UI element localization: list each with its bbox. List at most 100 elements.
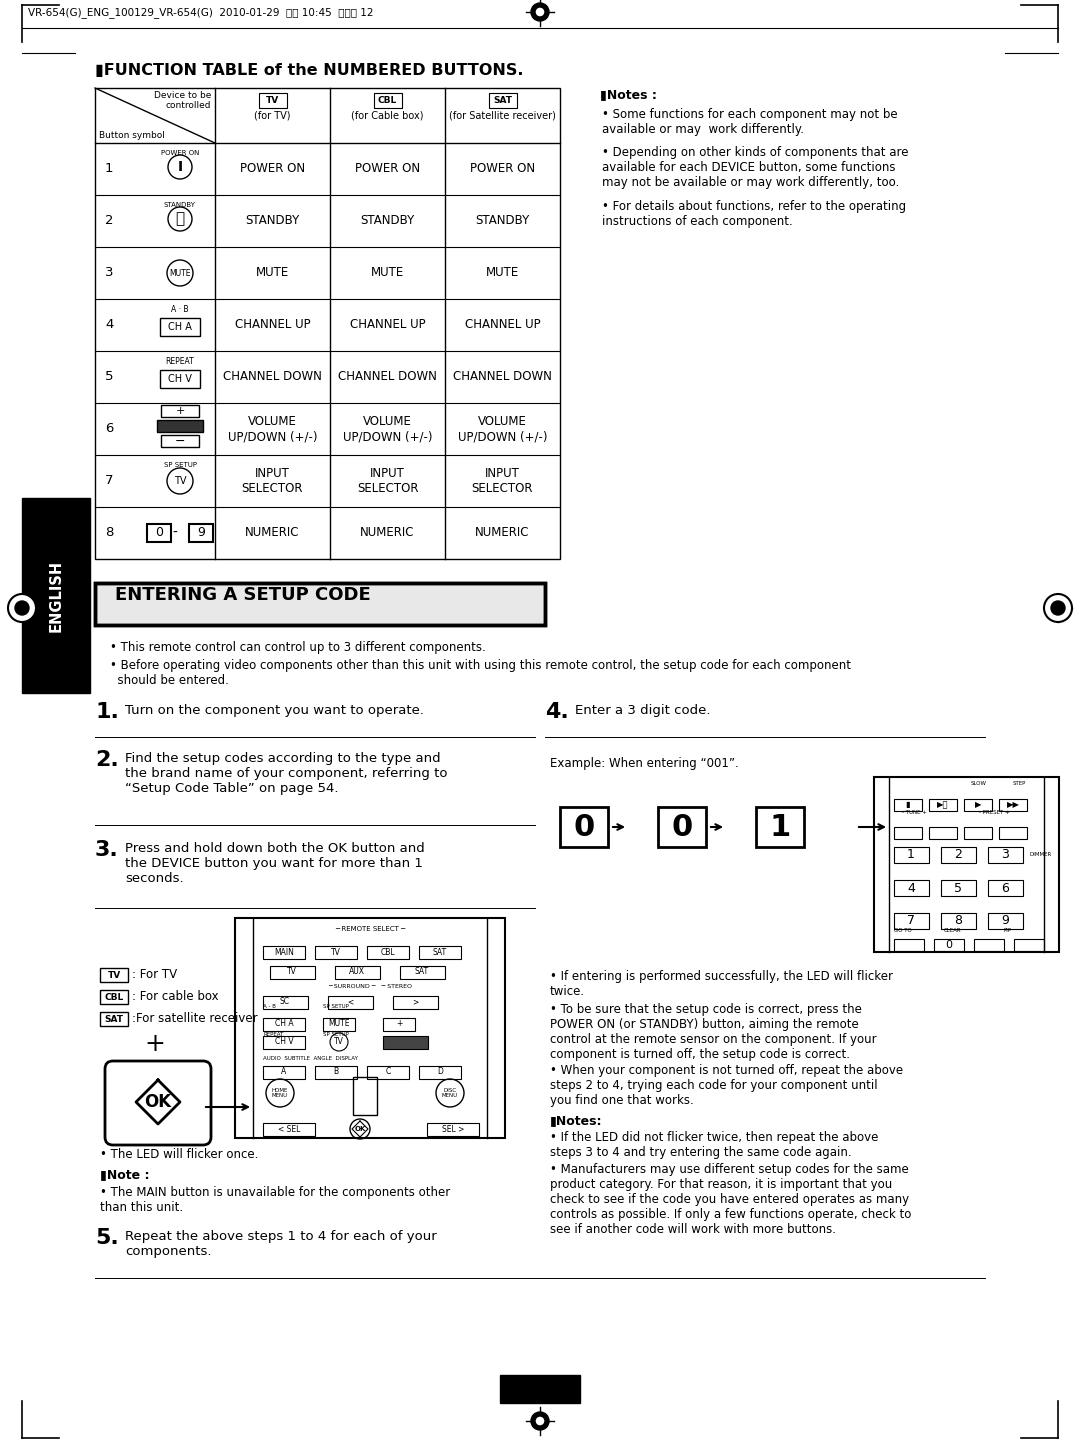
Bar <box>270 965 315 978</box>
Text: Button symbol: Button symbol <box>99 131 165 140</box>
Text: 1: 1 <box>907 848 915 861</box>
Text: • The LED will flicker once.: • The LED will flicker once. <box>100 1149 258 1162</box>
Bar <box>100 1012 129 1026</box>
Text: ▮: ▮ <box>906 801 910 810</box>
Text: CLEAR: CLEAR <box>944 928 961 932</box>
Text: 1: 1 <box>105 163 113 176</box>
Text: ▮FUNCTION TABLE of the NUMBERED BUTTONS.: ▮FUNCTION TABLE of the NUMBERED BUTTONS. <box>95 63 524 78</box>
Text: 6: 6 <box>1001 882 1009 895</box>
Text: SAT: SAT <box>433 948 447 957</box>
Text: ─ REMOTE SELECT ─: ─ REMOTE SELECT ─ <box>335 926 405 932</box>
Bar <box>874 776 1059 952</box>
Text: TV: TV <box>332 948 341 957</box>
Text: CHANNEL UP: CHANNEL UP <box>464 319 540 332</box>
Text: SC: SC <box>280 997 291 1007</box>
Text: D: D <box>437 1068 443 1076</box>
Text: +: + <box>395 1020 402 1029</box>
Text: STANDBY: STANDBY <box>361 215 415 228</box>
Text: POWER ON: POWER ON <box>355 163 420 176</box>
Bar <box>894 913 929 929</box>
Bar <box>427 1123 480 1136</box>
Bar <box>941 913 976 929</box>
Bar <box>658 807 706 847</box>
Text: 5.: 5. <box>95 1228 119 1248</box>
Text: STANDBY: STANDBY <box>245 215 299 228</box>
Text: : For cable box: : For cable box <box>132 990 218 1003</box>
Bar <box>756 807 804 847</box>
Bar <box>561 807 608 847</box>
Text: 0: 0 <box>156 527 163 540</box>
Text: CBL: CBL <box>105 993 123 1001</box>
Text: REPEAT: REPEAT <box>264 1032 283 1036</box>
Text: :For satellite receiver: :For satellite receiver <box>132 1013 258 1026</box>
Text: OK: OK <box>145 1092 172 1111</box>
Text: • Depending on other kinds of components that are
available for each DEVICE butt: • Depending on other kinds of components… <box>602 146 908 189</box>
Bar <box>999 799 1027 811</box>
Text: INPUT
SELECTOR: INPUT SELECTOR <box>356 468 418 495</box>
Bar <box>315 947 357 960</box>
Text: STEP: STEP <box>1012 781 1026 786</box>
Bar <box>147 524 171 543</box>
Text: DIMMER: DIMMER <box>1030 853 1052 857</box>
Text: CHANNEL DOWN: CHANNEL DOWN <box>454 371 552 384</box>
Text: +: + <box>175 405 185 416</box>
Text: DISC
MENU: DISC MENU <box>442 1088 458 1098</box>
Text: ▶▶: ▶▶ <box>1007 801 1020 810</box>
Text: GO TO: GO TO <box>894 928 912 932</box>
Bar <box>941 847 976 863</box>
Circle shape <box>15 600 29 615</box>
Bar <box>988 913 1023 929</box>
Text: MUTE: MUTE <box>486 267 519 280</box>
Text: <: < <box>347 997 353 1007</box>
Bar <box>264 1123 315 1136</box>
Text: STANDBY: STANDBY <box>475 215 529 228</box>
Bar <box>894 799 922 811</box>
Text: NUMERIC: NUMERIC <box>361 527 415 540</box>
Text: I: I <box>177 160 183 175</box>
Text: 8: 8 <box>105 527 113 540</box>
Text: SP SETUP: SP SETUP <box>323 1032 349 1036</box>
Text: Enter a 3 digit code.: Enter a 3 digit code. <box>575 704 711 717</box>
Text: POWER ON: POWER ON <box>161 150 199 156</box>
Bar <box>22 498 90 693</box>
Text: ▶⏸: ▶⏸ <box>937 801 948 810</box>
Text: ⏻: ⏻ <box>175 212 185 227</box>
Text: TV: TV <box>287 967 297 977</box>
Text: VOLUME
UP/DOWN (+/-): VOLUME UP/DOWN (+/-) <box>458 416 548 443</box>
Text: A: A <box>282 1068 286 1076</box>
Text: SP SETUP: SP SETUP <box>163 462 197 468</box>
Text: 6: 6 <box>105 423 113 436</box>
Bar <box>100 990 129 1004</box>
Text: A · B: A · B <box>172 306 189 315</box>
Text: INPUT
SELECTOR: INPUT SELECTOR <box>242 468 303 495</box>
Text: 2: 2 <box>105 215 113 228</box>
Circle shape <box>531 1413 549 1430</box>
Bar <box>383 1017 415 1030</box>
Text: SP SETUP: SP SETUP <box>323 1004 349 1010</box>
Bar <box>160 317 200 336</box>
Text: 1.: 1. <box>95 701 119 722</box>
Text: VOLUME
UP/DOWN (+/-): VOLUME UP/DOWN (+/-) <box>228 416 318 443</box>
Bar <box>1014 939 1044 951</box>
Bar <box>999 827 1027 838</box>
Text: 0: 0 <box>945 939 953 949</box>
Text: VOLUME
UP/DOWN (+/-): VOLUME UP/DOWN (+/-) <box>342 416 432 443</box>
Text: • If the LED did not flicker twice, then repeat the above
steps 3 to 4 and try e: • If the LED did not flicker twice, then… <box>550 1131 878 1159</box>
Text: CH A: CH A <box>168 322 192 332</box>
Bar <box>264 1017 305 1030</box>
Text: (for Cable box): (for Cable box) <box>351 111 423 121</box>
Text: : For TV: : For TV <box>132 968 177 981</box>
Text: (for Satellite receiver): (for Satellite receiver) <box>449 111 556 121</box>
Text: Turn on the component you want to operate.: Turn on the component you want to operat… <box>125 704 424 717</box>
Text: 2.: 2. <box>95 750 119 771</box>
Text: Repeat the above steps 1 to 4 for each of your
components.: Repeat the above steps 1 to 4 for each o… <box>125 1229 436 1258</box>
Text: ▶: ▶ <box>975 801 982 810</box>
Circle shape <box>535 7 545 17</box>
Text: ▮Notes:: ▮Notes: <box>550 1114 603 1127</box>
Bar <box>189 524 213 543</box>
Text: 4.: 4. <box>545 701 569 722</box>
Bar <box>488 92 516 108</box>
Text: MUTE: MUTE <box>256 267 289 280</box>
Bar <box>941 880 976 896</box>
Text: ▮Notes :: ▮Notes : <box>600 88 657 101</box>
